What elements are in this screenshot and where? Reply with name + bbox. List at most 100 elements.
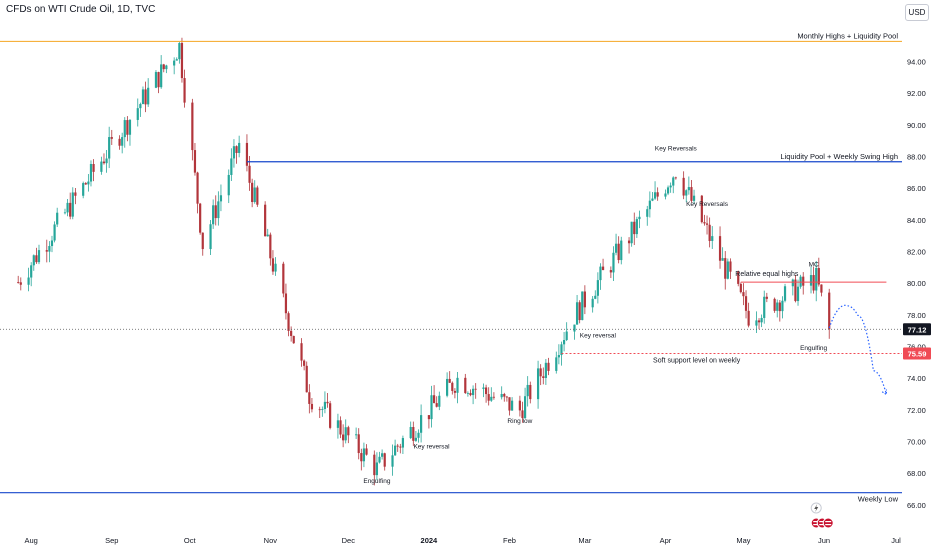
candle-body xyxy=(646,209,649,217)
candle-body xyxy=(110,137,113,139)
candle-body xyxy=(308,392,311,404)
candle-body xyxy=(310,403,314,410)
candle-body xyxy=(666,187,670,194)
candle-body xyxy=(50,240,54,247)
candle-body xyxy=(121,137,124,146)
candle-body xyxy=(510,400,514,411)
candle-body xyxy=(217,201,220,219)
lightning-glyph xyxy=(814,504,819,512)
candle-body xyxy=(201,232,204,250)
candle-body xyxy=(627,240,631,244)
candle-body xyxy=(648,200,651,210)
candle-body xyxy=(45,250,48,252)
candle-body xyxy=(360,453,363,462)
candle-body xyxy=(781,300,784,312)
candle-body xyxy=(703,222,706,224)
x-axis-label: Nov xyxy=(264,536,278,545)
x-axis-label: Oct xyxy=(184,536,197,545)
candle-body xyxy=(141,89,145,105)
annotation-label: Key reversal xyxy=(580,333,617,340)
candle-body xyxy=(82,183,85,196)
candle-body xyxy=(690,187,693,201)
candle-body xyxy=(126,120,129,135)
candle-body xyxy=(284,293,288,314)
candle-body xyxy=(160,64,163,88)
candle-body xyxy=(69,202,72,217)
candle-body xyxy=(87,181,90,185)
annotation-label: Key Reversals xyxy=(655,146,698,153)
candle-body xyxy=(536,368,540,400)
y-axis-tick-label: 94.00 xyxy=(907,58,926,67)
candle-body xyxy=(290,330,293,336)
candle-body xyxy=(378,456,381,463)
candle-body xyxy=(573,324,576,332)
candle-body xyxy=(219,195,223,202)
candle-body xyxy=(227,174,230,196)
candle-body xyxy=(591,298,594,308)
candle-body xyxy=(620,240,623,261)
candle-body xyxy=(503,394,506,397)
annotation-label: Key reversal xyxy=(413,443,450,450)
candle-body xyxy=(682,177,685,196)
candle-body xyxy=(612,252,615,273)
candle-body xyxy=(128,119,132,135)
candle-body xyxy=(303,360,306,366)
candle-body xyxy=(414,437,418,441)
candle-body xyxy=(609,270,612,273)
candle-body xyxy=(251,182,254,203)
candle-body xyxy=(71,192,74,217)
candle-body xyxy=(271,258,275,272)
y-axis-tick-label: 68.00 xyxy=(907,469,926,478)
candle-body xyxy=(417,432,420,438)
candle-body xyxy=(19,282,22,285)
candle-body xyxy=(817,268,820,285)
candle-body xyxy=(523,396,527,419)
candle-body xyxy=(700,195,703,223)
candle-body xyxy=(373,454,376,476)
candle-body xyxy=(791,279,794,287)
candle-body xyxy=(178,43,181,60)
candle-body xyxy=(757,320,761,323)
level-label-weekly-swing-high: Liquidity Pool + Weekly Swing High xyxy=(780,152,898,161)
candle-body xyxy=(820,284,823,293)
candle-body xyxy=(737,271,740,284)
annotation-label: Ring low xyxy=(507,418,532,425)
candle-body xyxy=(435,403,438,407)
annotation-label: Engulfing xyxy=(800,345,827,352)
candle-body xyxy=(664,193,667,197)
candle-body xyxy=(562,340,566,345)
candle-body xyxy=(180,43,184,79)
candle-body xyxy=(809,275,813,286)
candle-body xyxy=(274,263,277,272)
currency-button[interactable]: USD xyxy=(905,4,929,21)
candle-body xyxy=(451,382,454,391)
candle-body xyxy=(427,415,431,420)
candle-body xyxy=(56,212,59,225)
candle-body xyxy=(656,192,659,197)
candle-body xyxy=(474,388,477,390)
candle-body xyxy=(802,276,805,286)
last-price-badge xyxy=(903,323,931,336)
y-axis-tick-label: 86.00 xyxy=(907,184,926,193)
candle-body xyxy=(209,224,212,250)
y-axis-tick-label: 90.00 xyxy=(907,121,926,130)
candle-body xyxy=(526,384,529,397)
candle-body xyxy=(165,65,168,70)
candle-body xyxy=(484,387,488,395)
candle-body xyxy=(448,378,451,383)
candle-body xyxy=(446,378,449,396)
candle-body xyxy=(711,236,714,241)
level-label-weekly-low: Weekly Low xyxy=(858,495,899,504)
candle-body xyxy=(555,357,558,371)
candle-body xyxy=(409,426,412,439)
candle-body xyxy=(248,165,251,183)
candle-body xyxy=(708,224,711,241)
candle-body xyxy=(282,263,285,294)
candle-body xyxy=(721,258,724,261)
flag-stripe xyxy=(813,521,820,523)
candle-body xyxy=(136,108,139,120)
y-axis-tick-label: 72.00 xyxy=(907,406,926,415)
candle-body xyxy=(482,387,485,389)
